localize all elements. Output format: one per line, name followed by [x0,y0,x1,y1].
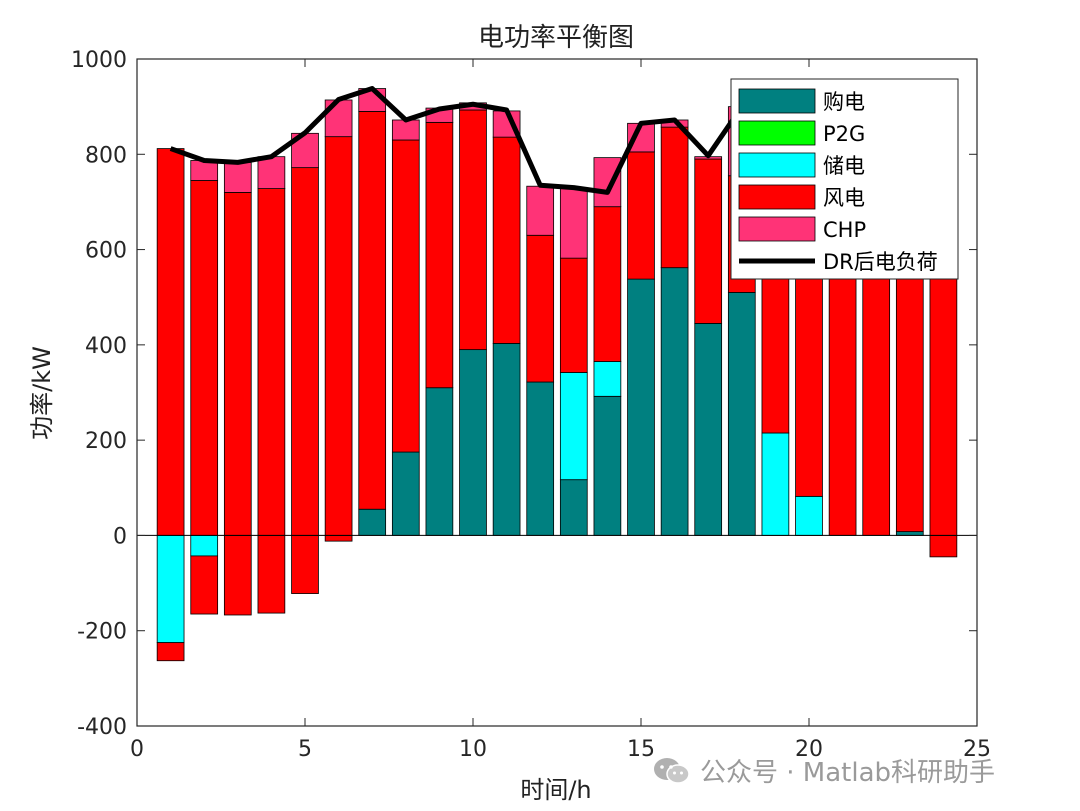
bar-风电-23 [895,235,924,533]
bar-购电-13 [559,479,588,536]
bar-风电-24 [929,230,958,536]
x-tick-label: 0 [130,737,144,762]
bar-储电-19 [761,432,790,536]
bar-储电-20 [795,495,823,536]
legend-label: 储电 [823,154,865,178]
legend-label: P2G [823,122,865,146]
x-tick-label: 25 [963,737,991,762]
bar-neg-风电-6 [324,535,353,542]
bar-neg-风电-2 [190,555,219,615]
bar-风电-5 [291,167,319,536]
bar-风电-3 [223,191,252,536]
bar-购电-12 [526,381,555,536]
x-tick-label: 15 [627,737,655,762]
y-tick-label: 200 [85,429,127,454]
legend-swatch [738,88,816,114]
plot-frame [136,58,978,727]
bar-风电-13 [559,257,588,373]
bar-neg-风电-5 [291,535,319,594]
y-tick-label: 0 [113,524,127,549]
wechat-icon [654,757,690,784]
bar-风电-17 [694,158,723,324]
y-axis-label: 功率/kW [28,346,56,440]
bar-购电-18 [727,292,756,536]
bar-购电-10 [459,349,487,536]
bar-CHP-13 [559,187,588,259]
bar-neg-风电-24 [929,535,958,558]
bar-储电-13 [559,372,588,481]
legend-swatch [738,120,816,146]
bar-风电-11 [492,136,521,344]
bar-CHP-14 [593,157,622,208]
bar-CHP-6 [324,99,353,138]
bars-group [156,88,958,662]
x-tick-label: 20 [795,737,823,762]
legend-swatch [738,152,816,178]
bar-风电-12 [526,234,555,383]
bar-neg-风电-3 [223,535,252,616]
bar-风电-15 [627,151,655,280]
bar-购电-15 [627,278,655,536]
bar-风电-8 [391,139,420,453]
bar-CHP-4 [257,156,286,189]
bar-风电-4 [257,188,286,536]
axes: 0 5 10 15 20 25 -400 -200 0 200 400 600 800 1000 [71,48,991,762]
bar-CHP-3 [223,161,252,193]
legend-label: DR后电负荷 [823,250,938,274]
bar-储电-14 [593,361,622,397]
bar-风电-21 [828,249,857,536]
bar-购电-7 [358,508,387,536]
bar-购电-8 [391,451,420,536]
bar-风电-22 [862,239,891,536]
bar-风电-16 [660,126,689,269]
bar-风电-2 [190,180,219,536]
watermark-text: 公众号 · Matlab科研助手 [700,758,996,788]
bar-风电-10 [459,109,487,351]
legend-swatch [738,216,816,242]
bar-购电-14 [593,395,622,536]
watermark: 公众号 · Matlab科研助手 [652,752,995,789]
legend-label: 购电 [823,90,865,114]
legend-swatch [738,184,816,210]
bar-CHP-8 [391,119,420,141]
x-tick-label: 10 [459,737,487,762]
bar-neg-风电-4 [257,535,286,614]
bar-购电-17 [694,323,723,536]
bar-风电-9 [425,121,454,389]
bar-neg-风电-1 [156,642,185,662]
x-axis-label: 时间/h [520,776,591,804]
bar-风电-6 [324,136,353,536]
y-tick-label: -400 [77,715,127,740]
y-tick-label: -200 [77,620,127,645]
y-tick-label: 1000 [71,48,127,73]
bar-风电-7 [358,111,387,510]
bar-neg-储电-1 [156,535,185,644]
bar-CHP-12 [526,185,555,236]
bar-购电-16 [660,267,689,536]
bar-购电-23 [895,531,924,536]
chart-title: 电功率平衡图 [478,23,634,53]
y-tick-label: 400 [85,334,127,359]
x-tick-label: 5 [298,737,312,762]
bar-购电-11 [492,343,521,536]
bar-风电-1 [156,148,185,536]
y-tick-label: 800 [85,143,127,168]
bar-风电-14 [593,206,622,362]
y-tick-label: 600 [85,239,127,264]
bar-neg-储电-2 [190,535,219,557]
legend-label: CHP [823,218,866,242]
bar-购电-9 [425,387,454,536]
legend-label: 风电 [823,186,865,210]
